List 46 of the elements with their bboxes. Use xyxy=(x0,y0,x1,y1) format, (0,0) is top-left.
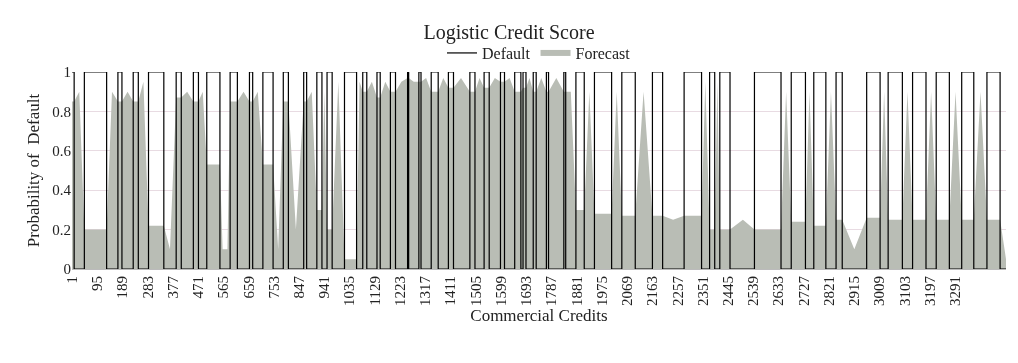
x-tick-label: 2539 xyxy=(745,276,762,306)
x-tick-label: 1599 xyxy=(492,276,509,306)
y-tick-label: 0 xyxy=(63,261,71,278)
x-tick-label: 2069 xyxy=(619,276,636,306)
x-tick-label: 1129 xyxy=(366,276,383,306)
y-axis-title: Probability of Default xyxy=(23,93,43,248)
x-tick-label: 2351 xyxy=(694,276,711,306)
x-tick-label: 2633 xyxy=(770,276,787,306)
x-tick-label: 565 xyxy=(215,276,232,299)
x-tick-label: 1035 xyxy=(341,276,358,306)
x-axis-title: Commercial Credits xyxy=(470,306,608,326)
legend-label: Forecast xyxy=(575,45,631,63)
x-tick-label: 2915 xyxy=(846,276,863,306)
x-tick-label: 3009 xyxy=(871,276,888,306)
x-tick-label: 941 xyxy=(316,276,333,299)
y-tick-label: 0.8 xyxy=(52,103,71,120)
x-tick-label: 3291 xyxy=(947,276,964,306)
x-tick-label: 1975 xyxy=(593,276,610,306)
x-tick-label: 1223 xyxy=(391,276,408,306)
x-tick-label: 1317 xyxy=(417,275,434,306)
x-tick-label: 1505 xyxy=(467,276,484,306)
y-tick-label: 0.6 xyxy=(52,143,72,160)
x-tick-label: 189 xyxy=(114,276,131,299)
x-tick-label: 3197 xyxy=(921,275,938,306)
x-tick-label: 471 xyxy=(190,276,207,299)
x-tick-label: 1693 xyxy=(518,276,535,306)
x-tick-label: 1881 xyxy=(568,276,585,306)
y-tick-label: 1 xyxy=(63,64,71,81)
x-tick-label: 2445 xyxy=(720,276,737,306)
y-tick-label: 0.4 xyxy=(52,182,72,199)
x-tick-label: 659 xyxy=(240,276,257,299)
x-tick-label: 1787 xyxy=(543,275,560,306)
x-tick-label: 1411 xyxy=(442,276,459,306)
x-tick-label: 2727 xyxy=(795,275,812,306)
x-tick-label: 2257 xyxy=(669,275,686,306)
x-tick-label: 283 xyxy=(139,276,156,299)
x-tick-label: 95 xyxy=(89,276,106,291)
y-tick-label: 0.2 xyxy=(52,221,71,238)
x-tick-label: 847 xyxy=(290,275,307,299)
x-tick-label: 2821 xyxy=(820,276,837,306)
x-tick-label: 2163 xyxy=(644,276,661,306)
legend-label: Default xyxy=(482,45,531,63)
x-tick-label: 3103 xyxy=(896,276,913,306)
x-tick-label: 753 xyxy=(265,276,282,299)
chart-title: Logistic Credit Score xyxy=(423,21,595,45)
x-tick-label: 377 xyxy=(164,275,181,299)
